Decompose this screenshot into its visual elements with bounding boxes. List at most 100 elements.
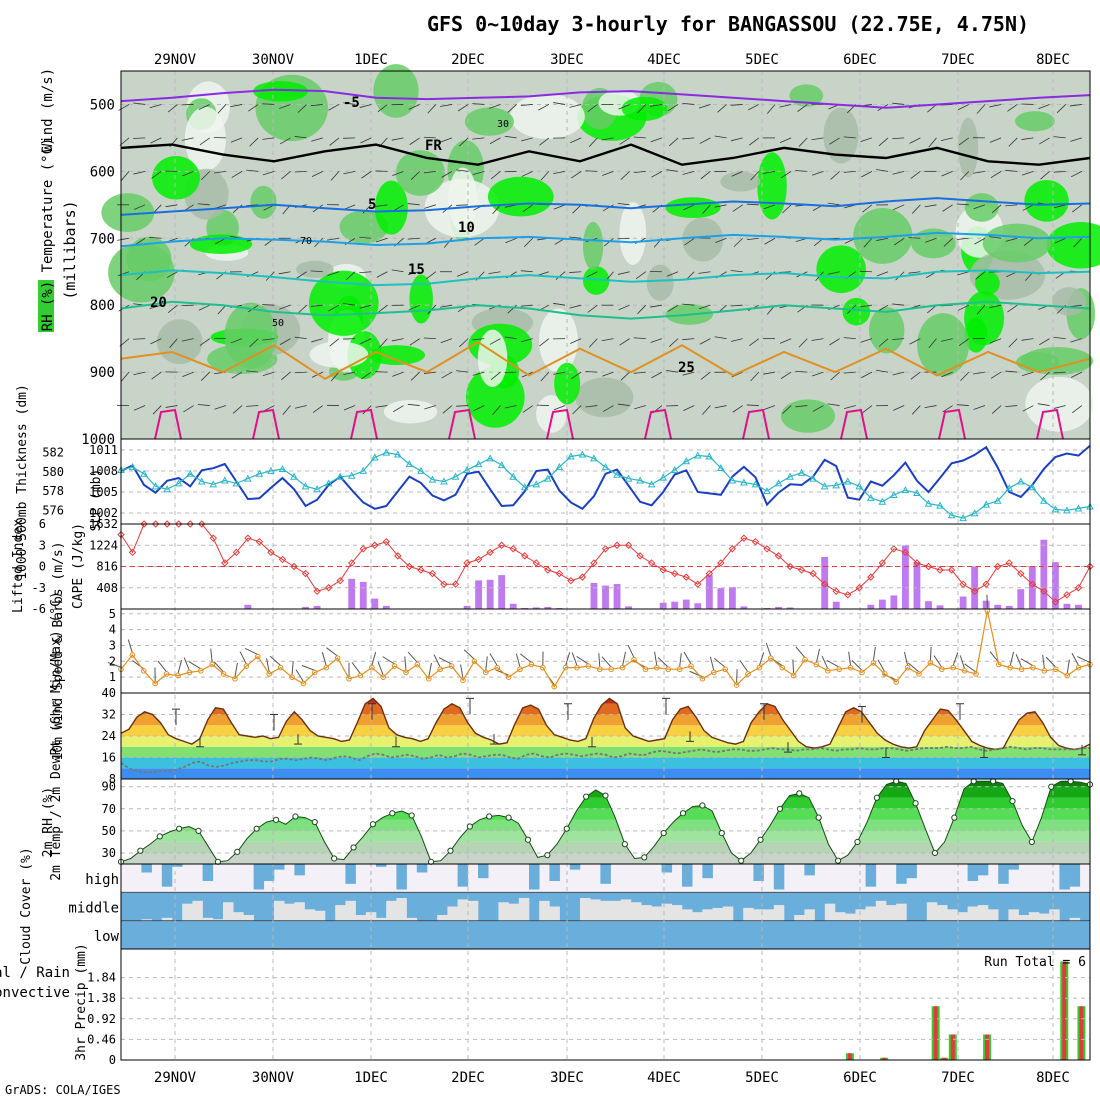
wind-barb xyxy=(715,237,727,243)
cloud-high-bar xyxy=(263,864,275,881)
wind-barb xyxy=(1040,371,1050,381)
wind-barb xyxy=(1038,104,1050,110)
wind-barb xyxy=(1053,405,1066,409)
li-point xyxy=(382,538,391,546)
wind-barb xyxy=(684,237,695,246)
wind-barb xyxy=(989,137,1002,143)
wind-point xyxy=(562,664,569,671)
isotherm-30 xyxy=(644,408,672,440)
wind-barb xyxy=(782,204,792,214)
rh-blob xyxy=(868,307,905,354)
wind-barb xyxy=(683,405,695,411)
cloud-mid-bar xyxy=(457,899,469,921)
wind-barb xyxy=(199,338,210,346)
wind-barb-10m xyxy=(683,651,692,665)
wind-barb xyxy=(442,405,453,414)
wind-barb xyxy=(311,338,323,343)
cape-bar xyxy=(1063,603,1071,609)
thickness-point xyxy=(797,468,806,476)
wind-barb xyxy=(991,405,1002,414)
isotherm-5 xyxy=(120,197,1091,216)
wind-barb-10m xyxy=(239,651,247,665)
wind-barb xyxy=(410,171,420,180)
wind-barb xyxy=(682,338,695,341)
rh-point xyxy=(718,829,725,837)
wind-barb xyxy=(717,104,727,113)
cloud-mid-bar xyxy=(926,902,938,921)
wind-barb-10m xyxy=(520,653,532,663)
cloud-mid-bar xyxy=(957,912,968,921)
cape-bar xyxy=(486,579,494,609)
cloud-high-bar xyxy=(294,864,305,876)
wind-barb xyxy=(375,237,388,243)
wind-barb-10m xyxy=(598,653,601,668)
wind-barb xyxy=(249,338,259,348)
wind-point xyxy=(904,664,911,671)
cloud-mid-bar xyxy=(651,906,662,921)
day-label-bottom: 5DEC xyxy=(745,1070,779,1086)
thickness-point xyxy=(1051,505,1060,513)
wind-barb xyxy=(472,338,485,341)
wind-barb xyxy=(798,338,808,348)
rh-blob xyxy=(1024,179,1069,222)
wind-barb xyxy=(811,338,824,341)
rh-point xyxy=(505,814,512,821)
wind-point xyxy=(722,666,729,673)
cloud-mid-bar xyxy=(753,909,764,921)
slp-tick: 1005 xyxy=(89,485,118,499)
precip-conv-bar xyxy=(950,1034,955,1060)
line-layer xyxy=(107,88,1094,865)
thickness-point xyxy=(405,460,414,468)
cloud-high-bar xyxy=(172,864,183,867)
cloud-mid-bar xyxy=(743,907,754,921)
wind-barb xyxy=(928,137,937,148)
wind-barb xyxy=(167,304,178,314)
temp-band xyxy=(121,714,1090,726)
cloud-mid-bar xyxy=(304,909,316,921)
wind-barb xyxy=(602,405,614,412)
thickness-point xyxy=(428,475,437,483)
cape-bar xyxy=(590,582,598,609)
rh-point xyxy=(738,857,745,864)
thickness-point xyxy=(809,474,817,482)
li-point xyxy=(970,587,979,595)
wind-barb xyxy=(683,204,695,211)
isotherm-label: 20 xyxy=(150,295,167,311)
li-tick: -3 xyxy=(32,581,46,595)
wind-barb xyxy=(633,136,646,139)
rh-band xyxy=(121,830,1090,842)
thickness-point xyxy=(878,497,887,505)
day-label-top: 30NOV xyxy=(252,52,295,68)
wind-barb xyxy=(294,170,307,173)
cape-tick: 816 xyxy=(96,560,118,574)
cape-bar xyxy=(475,580,483,609)
wind-barb xyxy=(830,171,840,180)
li-point xyxy=(301,569,310,578)
cape-bar xyxy=(902,545,909,609)
wind-barb xyxy=(1070,371,1083,378)
li-point xyxy=(140,520,148,528)
wind-point xyxy=(574,664,580,671)
wind-barb xyxy=(472,137,485,140)
wind-barb xyxy=(602,170,614,176)
wind-barb-10m xyxy=(877,659,886,673)
cloud-mid-bar xyxy=(580,898,591,921)
wind-barb xyxy=(296,271,307,279)
wind-barb xyxy=(666,370,679,373)
cloud-mid-bar xyxy=(692,912,703,921)
wind-barb-10m xyxy=(291,661,294,676)
wind-barb xyxy=(314,237,324,248)
wind-barb xyxy=(587,304,598,313)
li-point xyxy=(209,534,217,542)
wind-barb xyxy=(507,104,517,113)
wind-point xyxy=(460,677,466,684)
wind-barb xyxy=(763,204,776,210)
wind-barb xyxy=(505,237,517,244)
wind-barb-10m xyxy=(244,647,259,655)
wind-barb xyxy=(456,204,469,206)
wind-barb-10m xyxy=(485,656,488,671)
rh-point xyxy=(350,844,357,851)
wind-point xyxy=(950,664,957,671)
li-point xyxy=(671,569,679,578)
li-point xyxy=(221,559,229,567)
